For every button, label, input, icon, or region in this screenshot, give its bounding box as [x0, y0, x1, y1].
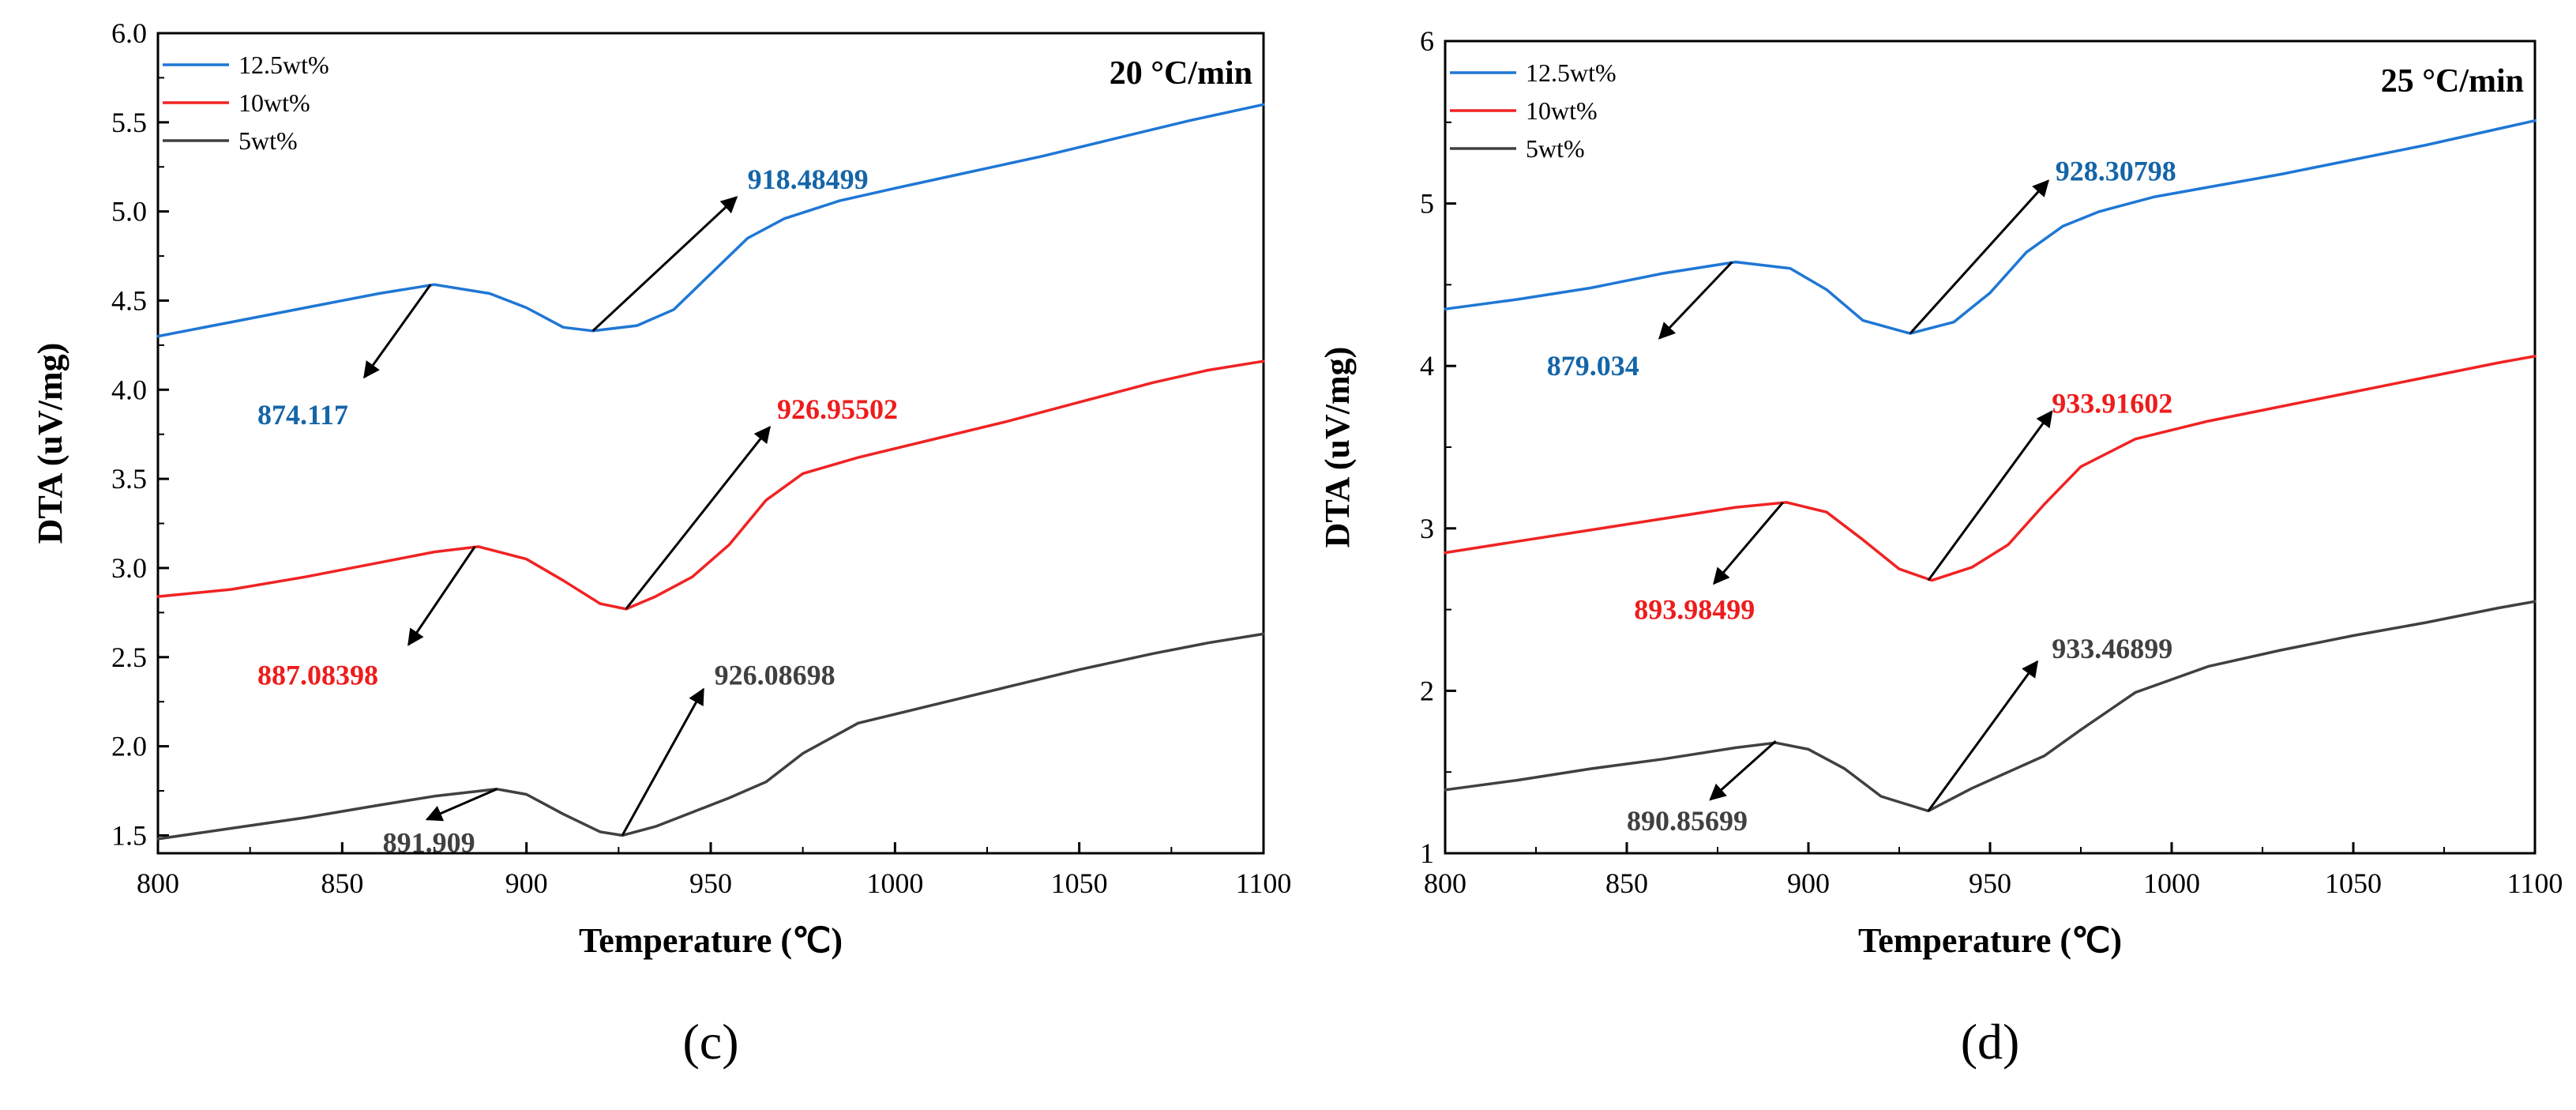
y-tick-label: 2.0	[111, 731, 147, 762]
x-axis-title: Temperature (℃)	[1858, 921, 2122, 960]
x-tick-label: 1000	[2143, 867, 2200, 899]
y-tick-label: 2	[1420, 675, 1434, 706]
annotation-label: 926.95502	[777, 393, 898, 425]
x-tick-label: 800	[1424, 867, 1466, 899]
x-tick-label: 950	[689, 867, 732, 899]
annotation-arrow	[407, 546, 476, 646]
annotation-arrow	[621, 687, 704, 837]
x-tick-label: 850	[1605, 867, 1648, 899]
annotation-label: 879.034	[1547, 350, 1639, 382]
legend-label: 5wt%	[238, 126, 298, 155]
annotation-arrow	[625, 426, 771, 610]
annotation-label: 933.46899	[2052, 633, 2172, 664]
annotation-label: 918.48499	[748, 164, 869, 195]
annotation-label: 887.08398	[257, 659, 378, 690]
series-line-10wt%	[156, 359, 1265, 611]
annotation-arrow	[1713, 501, 1784, 585]
y-tick-label: 6.0	[111, 17, 147, 49]
annotation-arrow	[1927, 660, 2039, 812]
x-tick-label: 950	[1969, 867, 2011, 899]
legend-label: 12.5wt%	[1526, 58, 1617, 87]
y-tick-label: 3	[1420, 513, 1434, 544]
x-tick-label: 1100	[2507, 867, 2563, 899]
y-tick-label: 1	[1420, 837, 1434, 869]
y-tick-label: 4.5	[111, 284, 147, 316]
x-tick-label: 900	[505, 867, 548, 899]
y-tick-label: 4	[1420, 350, 1434, 382]
annotation-arrow	[1709, 740, 1777, 801]
series-line-12.5wt%	[156, 103, 1265, 338]
panel-label: (d)	[1961, 1014, 2020, 1070]
y-tick-label: 1.5	[111, 819, 147, 851]
y-tick-label: 3.5	[111, 463, 147, 495]
annotation-arrow	[1927, 410, 2053, 581]
legend-label: 12.5wt%	[238, 51, 329, 79]
plot-frame	[1444, 40, 2537, 855]
annotation-arrow	[1658, 261, 1733, 340]
annotation-arrow	[1909, 179, 2050, 335]
series-line-5wt%	[156, 632, 1265, 841]
legend-label: 5wt%	[1526, 134, 1585, 163]
legend-label: 10wt%	[1526, 96, 1598, 125]
x-tick-label: 1000	[866, 867, 923, 899]
annotation-label: 928.30798	[2056, 155, 2176, 186]
y-tick-label: 5	[1420, 188, 1434, 220]
annotation-arrow	[363, 284, 432, 379]
annotation-arrow	[425, 788, 498, 822]
annotation-label: 933.91602	[2052, 387, 2172, 419]
heating-rate-label: 25 °C/min	[2381, 63, 2524, 100]
chart-panel-c: 800 850 900 950 1000 1050 1100 1.5 2.0 2.5 3.0 3.5 4…	[31, 17, 1291, 1070]
x-tick-label: 1050	[2325, 867, 2382, 899]
x-tick-label: 1050	[1051, 867, 1108, 899]
x-tick-label: 900	[1787, 867, 1830, 899]
annotation-label: 890.85699	[1627, 805, 1748, 837]
series-line-5wt%	[1444, 600, 2537, 813]
x-tick-label: 800	[137, 867, 179, 899]
series-line-10wt%	[1444, 355, 2537, 582]
y-tick-label: 2.5	[111, 642, 147, 673]
heating-rate-label: 20 °C/min	[1110, 55, 1252, 92]
annotation-label: 926.08698	[715, 659, 836, 690]
annotation-label: 891.909	[383, 826, 475, 858]
y-axis-title: DTA (uV/mg)	[31, 343, 69, 544]
annotation-arrow	[591, 196, 738, 332]
x-tick-label: 850	[321, 867, 363, 899]
y-tick-label: 4.0	[111, 374, 147, 405]
series-line-12.5wt%	[1444, 119, 2537, 335]
chart-panel-d: 800 850 900 950 1000 1050 1100 1 2 3 4 5 6 Temperatur…	[1318, 25, 2563, 1070]
x-tick-label: 1100	[1236, 867, 1292, 899]
legend-label: 10wt%	[238, 88, 310, 117]
x-axis-title: Temperature (℃)	[579, 921, 843, 960]
y-axis-title: DTA (uV/mg)	[1318, 347, 1357, 548]
panel-label: (c)	[682, 1014, 738, 1070]
y-tick-label: 6	[1420, 25, 1434, 57]
annotation-label: 874.117	[257, 399, 348, 431]
plot-frame	[156, 32, 1265, 855]
y-tick-label: 3.0	[111, 552, 147, 584]
y-tick-label: 5.5	[111, 107, 147, 138]
annotation-label: 893.98499	[1634, 594, 1755, 626]
y-tick-label: 5.0	[111, 196, 147, 228]
